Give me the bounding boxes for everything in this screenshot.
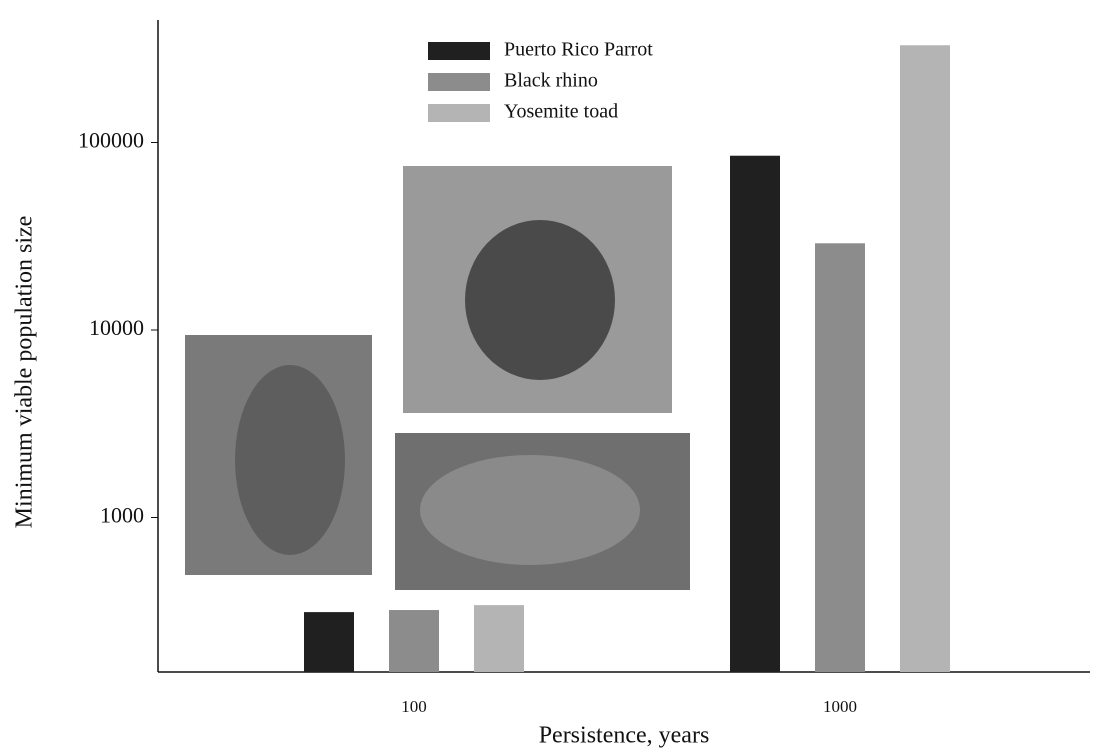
bar (900, 45, 950, 673)
y-tick-label: 1000 (100, 503, 144, 528)
x-axis-label: Persistence, years (539, 723, 710, 749)
legend-swatch (428, 42, 490, 60)
photos (185, 166, 690, 590)
legend-swatch (428, 73, 490, 91)
bar (730, 155, 780, 672)
toad-shape (420, 455, 640, 565)
legend-swatch (428, 104, 490, 122)
bar (304, 612, 354, 672)
y-tick-label: 10000 (89, 315, 144, 340)
rhino-shape (465, 220, 615, 380)
legend-label: Black rhino (504, 70, 598, 92)
x-tick-label: 1000 (823, 697, 857, 716)
y-axis-label: Minimum viable population size (12, 216, 38, 529)
x-tick-label: 100 (401, 697, 427, 716)
bar (389, 610, 439, 672)
bar (815, 243, 865, 673)
legend-label: Yosemite toad (504, 101, 618, 123)
legend-label: Puerto Rico Parrot (504, 39, 653, 61)
bar (474, 605, 524, 672)
y-tick-label: 100000 (78, 128, 144, 153)
parrot-shape (235, 365, 345, 555)
